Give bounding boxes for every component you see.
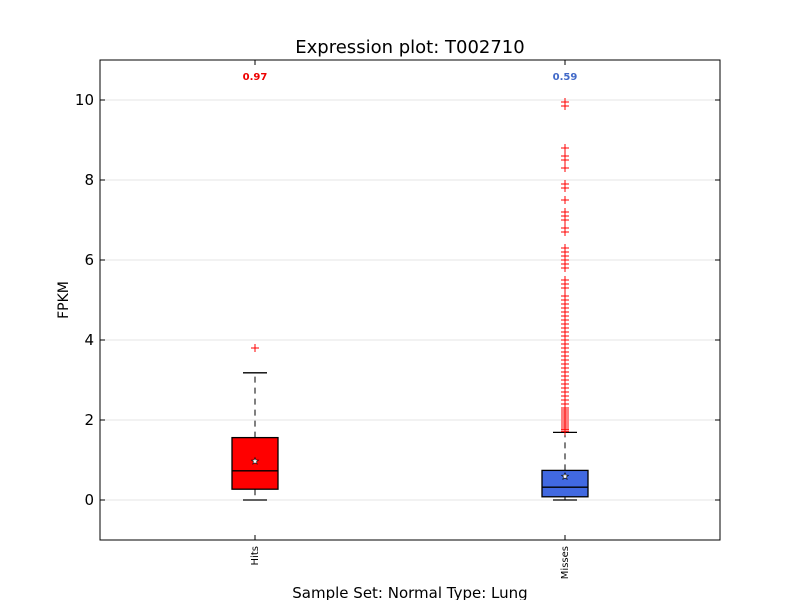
outlier-point [561, 98, 569, 106]
iqr-box [231, 436, 279, 490]
y-axis-ticks: 0 2 4 6 8 10 [75, 91, 720, 509]
mean-marker [250, 456, 260, 465]
y-tick-label: 4 [84, 331, 94, 349]
y-tick-label: 6 [84, 251, 94, 269]
outlier-point [561, 292, 569, 300]
outlier-point [561, 276, 569, 284]
x-tick-label: Hits [250, 546, 261, 565]
x-tick-label: Misses [560, 546, 571, 579]
box-misses: 0.59 [541, 72, 589, 501]
plot-area: 0.97 0.59 [231, 72, 589, 501]
mean-marker [560, 472, 570, 480]
outlier-point [561, 196, 569, 204]
chart-title: Expression plot: T002710 [295, 37, 524, 58]
outlier-point [561, 244, 569, 252]
y-tick-label: 0 [84, 491, 94, 509]
x-axis-ticks: Hits Misses [250, 60, 571, 579]
outlier-point [251, 344, 259, 352]
plot-frame [99, 59, 721, 541]
outlier-point [561, 152, 569, 160]
x-axis-label: Sample Set: Normal Type: Lung [292, 584, 527, 600]
grid-lines [100, 99, 720, 501]
y-tick-label: 10 [75, 91, 94, 109]
y-tick-label: 8 [84, 171, 94, 189]
outlier-point [561, 224, 569, 232]
mean-value-label: 0.59 [553, 72, 578, 83]
outlier-point [561, 180, 569, 188]
outlier-point [561, 208, 569, 216]
y-tick-label: 2 [84, 411, 94, 429]
outlier-point [561, 164, 569, 172]
outlier-point [561, 144, 569, 152]
box-hits: 0.97 [231, 72, 279, 501]
mean-value-label: 0.97 [243, 72, 268, 83]
y-axis-label: FPKM [56, 281, 72, 319]
